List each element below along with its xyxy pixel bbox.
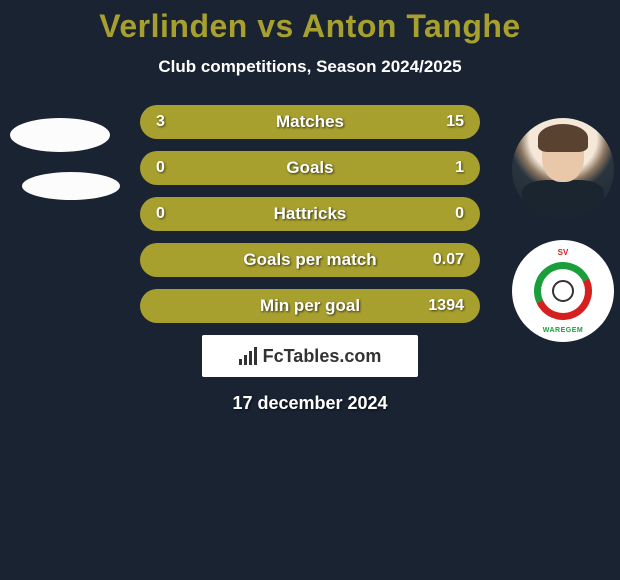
bar-chart-icon [239, 347, 257, 365]
comparison-infographic: Verlinden vs Anton Tanghe Club competiti… [0, 0, 620, 414]
club-logo-text-bottom: WAREGEM [512, 327, 614, 334]
branding-badge: FcTables.com [202, 335, 418, 377]
club-logo: SV WAREGEM [512, 240, 614, 342]
stat-right-value: 0.07 [424, 251, 464, 269]
stat-right-value: 1 [424, 159, 464, 177]
stat-left-value: 3 [156, 113, 196, 131]
stats-table: 3 Matches 15 0 Goals 1 0 Hattricks 0 Goa… [140, 105, 480, 323]
stat-left-value: 0 [156, 159, 196, 177]
avatar-placeholder-ellipse [10, 118, 110, 152]
footer-date: 17 december 2024 [0, 393, 620, 414]
stat-right-value: 0 [424, 205, 464, 223]
stat-row: 0 Hattricks 0 [140, 197, 480, 231]
player-left-avatar [10, 118, 120, 200]
player-photo [512, 118, 614, 220]
avatar-placeholder-ellipse [22, 172, 120, 200]
stat-right-value: 15 [424, 113, 464, 131]
stat-left-value: 0 [156, 205, 196, 223]
page-subtitle: Club competitions, Season 2024/2025 [0, 57, 620, 77]
page-title: Verlinden vs Anton Tanghe [0, 8, 620, 45]
branding-text: FcTables.com [263, 346, 382, 367]
player-right-column: SV WAREGEM [512, 118, 614, 342]
stat-row: Min per goal 1394 [140, 289, 480, 323]
stat-row: 0 Goals 1 [140, 151, 480, 185]
stat-right-value: 1394 [424, 297, 464, 315]
stat-row: 3 Matches 15 [140, 105, 480, 139]
stat-row: Goals per match 0.07 [140, 243, 480, 277]
